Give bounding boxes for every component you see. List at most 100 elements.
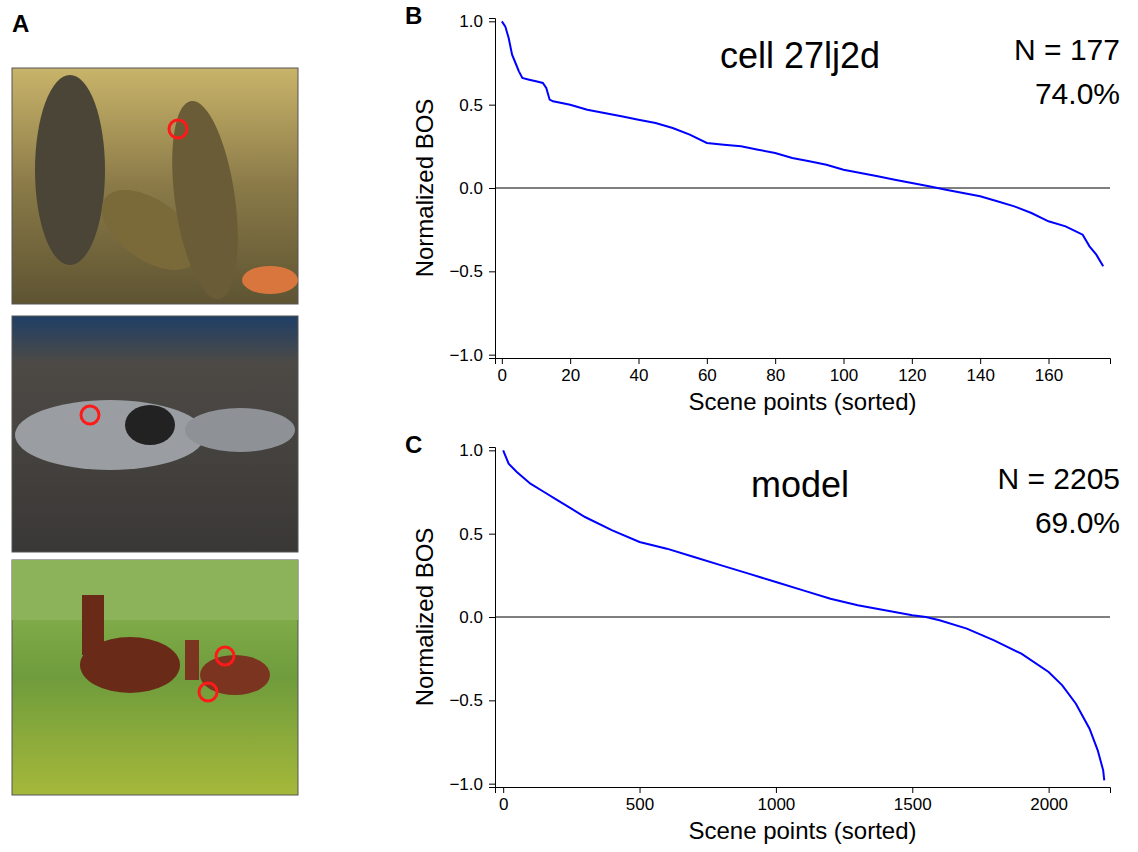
y-tick-mark — [489, 700, 495, 701]
x-axis-line — [496, 788, 1111, 794]
x-tick-mark — [707, 358, 708, 364]
x-axis: 0 500 1000 1500 2000 — [496, 787, 1111, 814]
y-tick-mark — [489, 617, 495, 618]
y-tick-mark — [489, 21, 495, 22]
x-tick: 80 — [766, 358, 785, 385]
y-tick-label: 1.0 — [459, 12, 483, 31]
x-tick-mark — [912, 787, 913, 793]
x-tick: 500 — [626, 787, 654, 814]
x-tick-mark — [639, 358, 640, 364]
x-tick-mark — [570, 358, 571, 364]
x-tick-label: 80 — [766, 366, 785, 385]
x-tick-label: 2000 — [1030, 795, 1068, 814]
x-tick-mark — [776, 787, 777, 793]
y-tick-mark — [489, 188, 495, 189]
x-tick-mark — [912, 358, 913, 364]
y-tick: −1.0 — [449, 346, 495, 365]
y-axis-title: Normalized BOS — [411, 528, 438, 707]
x-tick: 100 — [830, 358, 858, 385]
panel-letter: A — [12, 10, 29, 37]
x-tick-label: 140 — [966, 366, 994, 385]
y-tick-label: −0.5 — [449, 262, 483, 281]
y-tick-label: 0.5 — [459, 525, 483, 544]
x-axis-line — [496, 359, 1111, 365]
data-line — [502, 21, 1103, 266]
y-tick: 1.0 — [459, 441, 495, 460]
photo — [12, 560, 298, 795]
x-tick-label: 0 — [498, 366, 507, 385]
y-tick-label: −0.5 — [449, 691, 483, 710]
x-axis: 0 20 40 60 80 100 120 140 160 — [496, 358, 1111, 385]
figure: A −1.0 −0.5 0.0 0.5 1.0 0 20 40 60 80 100 120 140 160 B… — [0, 0, 1138, 852]
y-tick: −0.5 — [449, 691, 495, 710]
y-tick-label: −1.0 — [449, 775, 483, 794]
y-axis-line — [489, 19, 496, 359]
y-tick-label: −1.0 — [449, 346, 483, 365]
x-tick-mark — [502, 358, 503, 364]
x-tick-label: 120 — [898, 366, 926, 385]
y-tick: −0.5 — [449, 262, 495, 281]
x-tick-label: 60 — [698, 366, 717, 385]
x-axis-title: Scene points (sorted) — [688, 817, 916, 844]
x-tick: 120 — [898, 358, 926, 385]
y-axis-line — [489, 448, 496, 788]
x-tick: 40 — [630, 358, 649, 385]
x-tick-label: 500 — [626, 795, 654, 814]
x-tick-label: 100 — [830, 366, 858, 385]
marker-ring — [216, 647, 234, 665]
annotation: N = 2205 — [997, 462, 1120, 495]
x-tick-label: 1500 — [894, 795, 932, 814]
x-axis-title: Scene points (sorted) — [688, 388, 916, 415]
x-tick: 160 — [1035, 358, 1063, 385]
x-tick-mark — [1049, 787, 1050, 793]
x-tick: 1000 — [757, 787, 795, 814]
x-tick: 20 — [561, 358, 580, 385]
x-tick-label: 20 — [561, 366, 580, 385]
annotation: 69.0% — [1035, 506, 1120, 539]
reference-line — [495, 188, 1110, 189]
x-tick-mark — [980, 358, 981, 364]
x-tick-label: 0 — [499, 795, 508, 814]
y-tick-label: 0.5 — [459, 96, 483, 115]
x-tick: 140 — [966, 358, 994, 385]
marker-ring — [169, 120, 187, 138]
reference-line — [495, 617, 1110, 618]
marker-ring — [199, 683, 217, 701]
y-axis-title: Normalized BOS — [411, 99, 438, 278]
chart-title: model — [751, 464, 849, 505]
x-tick-mark — [1049, 358, 1050, 364]
y-tick-label: 1.0 — [459, 441, 483, 460]
panel-letter: C — [405, 431, 422, 458]
y-tick-label: 0.0 — [459, 179, 483, 198]
x-tick-label: 1000 — [757, 795, 795, 814]
x-tick: 60 — [698, 358, 717, 385]
panel: −1.0 −0.5 0.0 0.5 1.0 0 500 1000 1500 2000 Cmodel N… — [405, 431, 1120, 844]
chart-title: cell 27lj2d — [720, 35, 880, 76]
photo — [12, 316, 298, 552]
data-line — [503, 450, 1104, 780]
x-tick-label: 40 — [630, 366, 649, 385]
y-axis: −1.0 −0.5 0.0 0.5 1.0 — [449, 441, 495, 793]
y-tick-label: 0.0 — [459, 608, 483, 627]
y-tick: 0.5 — [459, 96, 495, 115]
x-tick: 1500 — [894, 787, 932, 814]
y-tick-mark — [489, 450, 495, 451]
y-tick: −1.0 — [449, 775, 495, 794]
y-tick-mark — [489, 784, 495, 785]
photo — [12, 68, 298, 304]
y-tick-mark — [489, 271, 495, 272]
x-tick-mark — [640, 787, 641, 793]
x-tick-mark — [844, 358, 845, 364]
panel-letter: B — [405, 2, 422, 29]
y-tick: 0.0 — [459, 608, 495, 627]
plot-area — [495, 450, 1110, 780]
y-tick: 1.0 — [459, 12, 495, 31]
marker-ring — [81, 406, 99, 424]
y-tick-mark — [489, 534, 495, 535]
annotation: N = 177 — [1014, 33, 1120, 66]
x-tick: 2000 — [1030, 787, 1068, 814]
x-tick: 0 — [499, 787, 508, 814]
annotation: 74.0% — [1035, 77, 1120, 110]
x-tick: 0 — [498, 358, 507, 385]
photos — [12, 68, 298, 795]
